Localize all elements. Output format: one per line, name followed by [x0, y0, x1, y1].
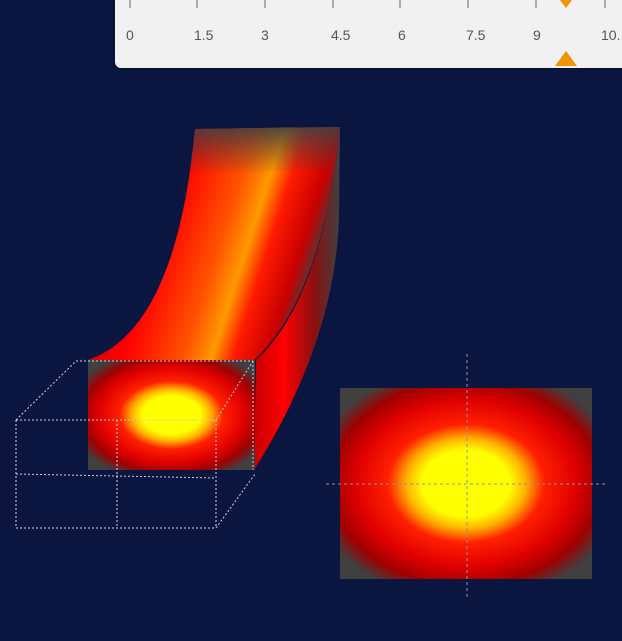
tick-label: 1.5 — [194, 27, 214, 43]
swept-volume[interactable] — [88, 127, 340, 470]
slider-marker-top-icon[interactable] — [560, 0, 572, 8]
tick-label: 0 — [126, 27, 134, 43]
tick-label: 3 — [261, 27, 269, 43]
tick-label: 7.5 — [466, 27, 486, 43]
slice-view[interactable] — [326, 354, 608, 600]
bounding-box-wireframe — [15, 360, 256, 529]
volume-curved-face — [88, 127, 340, 362]
tick-label: 6 — [398, 27, 406, 43]
volume-front-face — [88, 360, 255, 470]
slice-slider[interactable]: 0 1.5 3 4.5 6 7.5 9 10. — [115, 0, 622, 68]
slider-marker-bottom-icon[interactable] — [555, 51, 577, 66]
tick-label: 4.5 — [331, 27, 351, 43]
slider-ruler: 0 1.5 3 4.5 6 7.5 9 10. — [126, 0, 620, 66]
tick-label: 10. — [601, 27, 620, 43]
volume-curved-shade — [188, 127, 340, 175]
volume-side-face — [254, 127, 340, 470]
tick-label: 9 — [533, 27, 541, 43]
